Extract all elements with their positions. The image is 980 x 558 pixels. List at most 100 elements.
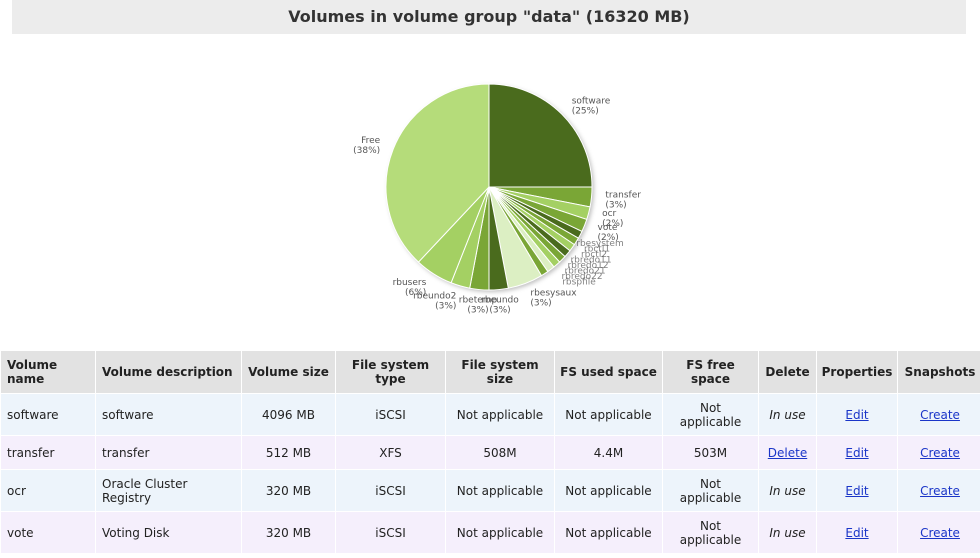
cell-properties: Edit	[817, 436, 897, 469]
edit-link[interactable]: Edit	[845, 407, 869, 422]
cell-properties: Edit	[817, 394, 897, 435]
delete-link[interactable]: Delete	[767, 445, 808, 460]
pie-label-rbesysaux: rbesysaux	[530, 288, 577, 298]
pie-label-rbredo11: rbredo11	[570, 256, 611, 266]
cell-volume-name: software	[1, 394, 95, 435]
create-snapshot-link[interactable]: Create	[920, 407, 960, 422]
cell-fs-used: Not applicable	[555, 470, 662, 511]
cell-snapshots: Create	[898, 512, 980, 553]
table-header-row: Volume name Volume description Volume si…	[1, 351, 980, 393]
pie-percent-rbeundo: (3%)	[489, 306, 510, 316]
pie-slice-software	[488, 83, 593, 188]
fs-free-text: Not applicable	[679, 476, 742, 505]
cell-fs-size: Not applicable	[446, 394, 554, 435]
col-volume-size: Volume size	[242, 351, 335, 393]
cell-fs-size: Not applicable	[446, 512, 554, 553]
cell-fs-size: 508M	[446, 436, 554, 469]
pie-label-rbetemp: rbetemp	[459, 296, 498, 306]
cell-fs-free: Not applicable	[663, 512, 758, 553]
cell-snapshots: Create	[898, 470, 980, 511]
pie-label-rbredo22: rbredo22	[561, 272, 602, 282]
cell-volume-description: Voting Disk	[96, 512, 241, 553]
in-use-status: In use	[759, 470, 816, 511]
cell-snapshots: Create	[898, 436, 980, 469]
fs-free-text: Not applicable	[679, 518, 742, 547]
cell-fs-size: Not applicable	[446, 470, 554, 511]
pie-label-ocr: ocr	[602, 209, 616, 219]
pie-label-rbredo12: rbredo12	[567, 261, 608, 271]
pie-label-rbeundo: rbeundo	[481, 296, 519, 306]
pie-label-rbspfile: rbspfile	[562, 278, 596, 288]
pie-slice-free	[385, 83, 490, 263]
pie-label-rbeundo2: rbeundo2	[413, 291, 456, 301]
pie-label-free: Free	[361, 136, 381, 146]
pie-label-transfer: transfer	[605, 190, 641, 200]
pie-label-rbusers: rbusers	[393, 278, 427, 288]
cell-volume-size: 320 MB	[242, 470, 335, 511]
cell-volume-size: 320 MB	[242, 512, 335, 553]
cell-volume-description: transfer	[96, 436, 241, 469]
pie-label-rbredo21: rbredo21	[564, 267, 605, 277]
cell-volume-description: Oracle Cluster Registry	[96, 470, 241, 511]
table-row: transfer transfer 512 MB XFS 508M 4.4M 5…	[1, 436, 980, 469]
create-snapshot-link[interactable]: Create	[920, 483, 960, 498]
cell-properties: Edit	[817, 512, 897, 553]
cell-snapshots: Create	[898, 394, 980, 435]
page-title: Volumes in volume group "data" (16320 MB…	[12, 0, 966, 34]
pie-label-rbesystem: rbesystem	[576, 239, 624, 249]
cell-fs-type: iSCSI	[336, 394, 445, 435]
cell-fs-used: Not applicable	[555, 394, 662, 435]
description-text: Oracle Cluster Registry	[102, 476, 188, 505]
pie-percent-transfer: (3%)	[605, 200, 626, 210]
cell-volume-size: 512 MB	[242, 436, 335, 469]
pie-percent-software: (25%)	[572, 106, 599, 116]
cell-fs-free: Not applicable	[663, 394, 758, 435]
cell-volume-name: ocr	[1, 470, 95, 511]
volume-pie-chart: software(25%)transfer(3%)ocr(2%)vote(2%)…	[353, 83, 641, 316]
pie-percent-rbesysaux: (3%)	[530, 298, 551, 308]
pie-percent-free: (38%)	[353, 146, 380, 156]
table-row: vote Voting Disk 320 MB iSCSI Not applic…	[1, 512, 980, 553]
pie-label-rbctl1: rbctl1	[584, 245, 610, 255]
edit-link[interactable]: Edit	[845, 445, 869, 460]
cell-fs-used: 4.4M	[555, 436, 662, 469]
col-snapshots: Snapshots	[898, 351, 980, 393]
pie-percent-ocr: (2%)	[602, 219, 623, 229]
col-delete: Delete	[759, 351, 816, 393]
cell-volume-name: vote	[1, 512, 95, 553]
pie-percent-vote: (2%)	[598, 233, 619, 243]
col-properties: Properties	[817, 351, 897, 393]
in-use-status: In use	[759, 512, 816, 553]
cell-fs-type: XFS	[336, 436, 445, 469]
col-fs-type: File system type	[336, 351, 445, 393]
in-use-status: In use	[759, 394, 816, 435]
create-snapshot-link[interactable]: Create	[920, 525, 960, 540]
cell-properties: Edit	[817, 470, 897, 511]
col-volume-name: Volume name	[1, 351, 95, 393]
cell-fs-free: 503M	[663, 436, 758, 469]
edit-link[interactable]: Edit	[845, 525, 869, 540]
table-row: ocr Oracle Cluster Registry 320 MB iSCSI…	[1, 470, 980, 511]
col-fs-used: FS used space	[555, 351, 662, 393]
volumes-table: Volume name Volume description Volume si…	[0, 350, 980, 554]
col-fs-free: FS free space	[663, 351, 758, 393]
cell-volume-name: transfer	[1, 436, 95, 469]
cell-fs-used: Not applicable	[555, 512, 662, 553]
cell-delete: Delete	[759, 436, 816, 469]
cell-volume-description: software	[96, 394, 241, 435]
pie-label-rbctl2: rbctl2	[581, 250, 607, 260]
edit-link[interactable]: Edit	[845, 483, 869, 498]
create-snapshot-link[interactable]: Create	[920, 445, 960, 460]
pie-label-vote: vote	[598, 223, 618, 233]
cell-volume-size: 4096 MB	[242, 394, 335, 435]
cell-fs-free: Not applicable	[663, 470, 758, 511]
pie-percent-rbusers: (6%)	[405, 288, 426, 298]
cell-fs-type: iSCSI	[336, 512, 445, 553]
pie-percent-rbetemp: (3%)	[467, 306, 488, 316]
fs-free-text: Not applicable	[679, 400, 742, 429]
pie-label-software: software	[572, 96, 611, 106]
pie-percent-rbeundo2: (3%)	[435, 301, 456, 311]
table-row: software software 4096 MB iSCSI Not appl…	[1, 394, 980, 435]
col-volume-description: Volume description	[96, 351, 241, 393]
col-fs-size: File system size	[446, 351, 554, 393]
